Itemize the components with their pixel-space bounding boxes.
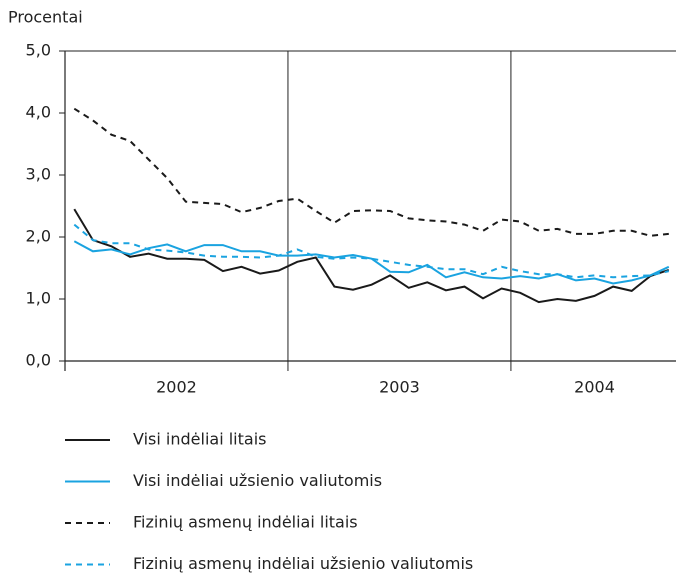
legend-label: Fizinių asmenų indėliai užsienio valiuto…	[133, 554, 473, 573]
y-tick-label: 5,0	[26, 41, 51, 60]
series-line	[73, 208, 670, 304]
x-tick-label: 2003	[379, 378, 420, 397]
series-line	[73, 107, 669, 237]
series-line	[73, 240, 670, 285]
legend-label: Fizinių asmenų indėliai litais	[133, 513, 358, 532]
x-tick-label: 2002	[156, 378, 197, 397]
legend-label: Visi indėliai užsienio valiutomis	[133, 471, 382, 490]
y-tick-label: 2,0	[26, 227, 51, 246]
y-tick-label: 1,0	[26, 289, 51, 308]
y-axis-label: Procentai	[8, 8, 83, 27]
series-line	[73, 223, 670, 279]
y-tick-label: 3,0	[26, 165, 51, 184]
x-tick-label: 2004	[574, 378, 615, 397]
y-tick-label: 0,0	[26, 351, 51, 370]
legend-label: Visi indėliai litais	[133, 430, 266, 449]
y-tick-label: 4,0	[26, 103, 51, 122]
